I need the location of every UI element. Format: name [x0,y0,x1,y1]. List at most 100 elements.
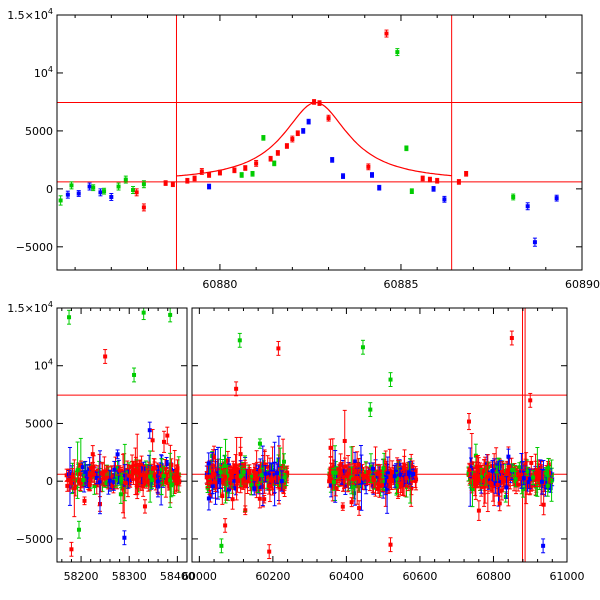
data-point [230,485,235,490]
blue-data-point [109,194,114,199]
x-tick-label: 60600 [402,570,437,583]
data-point [404,476,409,481]
data-point [373,469,378,474]
data-point [484,474,489,479]
data-point [386,479,391,484]
data-point [503,494,508,499]
data-point [388,475,393,480]
data-point [545,483,550,488]
data-point [211,471,216,476]
data-point [225,458,230,463]
data-point [241,470,246,475]
data-point [126,477,131,482]
data-point [370,466,375,471]
data-point [543,470,548,475]
data-point [517,465,522,470]
data-point [475,475,480,480]
y-tick-label: 1.5×104 [7,300,53,315]
data-point [157,473,162,478]
data-point [473,453,478,458]
data-point [407,470,412,475]
data-point [266,483,271,488]
data-point [163,467,168,472]
green-data-point [409,189,414,194]
y-tick-label-base: −5000 [16,533,53,546]
data-point [138,473,143,478]
data-point [158,469,163,474]
y-tick-label-base: 10 [34,360,48,373]
data-point [507,463,512,468]
data-point [244,472,249,477]
outlier-point [67,315,72,320]
blue-data-point [532,240,537,245]
green-data-point [91,185,96,190]
data-point [285,470,290,475]
data-point [218,477,223,482]
data-point [359,480,364,485]
outlier-point [234,386,239,391]
red-data-point [275,150,280,155]
data-point [394,476,399,481]
data-point [468,473,473,478]
top-axes-frame [56,14,583,271]
data-point [352,491,357,496]
blue-data-point [525,204,530,209]
data-point [343,484,348,489]
data-point [176,475,181,480]
data-point [262,497,267,502]
data-point [136,481,141,486]
data-point [331,470,336,475]
data-point [135,484,140,489]
red-data-point [290,137,295,142]
data-point [385,471,390,476]
data-point [252,486,257,491]
data-point [506,454,511,459]
data-point [512,468,517,473]
data-point [479,475,484,480]
data-point [372,477,377,482]
data-point [470,487,475,492]
data-point [413,473,418,478]
data-point [398,470,403,475]
data-point [519,472,524,477]
data-point [480,470,485,475]
data-point [280,474,285,479]
data-point [389,478,394,483]
data-point [238,474,243,479]
data-point [81,478,86,483]
data-point [164,472,169,477]
y-tick-label-exponent: 4 [48,300,53,309]
data-point [466,470,471,475]
data-point [110,483,115,488]
data-point [87,473,92,478]
data-point [495,465,500,470]
data-point [377,484,382,489]
data-point [122,473,127,478]
data-point [92,472,97,477]
green-data-point [123,177,128,182]
data-point [279,479,284,484]
y-tick-label: 104 [34,65,53,80]
data-point [234,475,239,480]
x-tick-label: 60880 [202,278,237,291]
data-point [486,478,491,483]
data-point [353,459,358,464]
data-point [174,467,179,472]
data-point [328,445,333,450]
blue-data-point [442,197,447,202]
data-point [149,480,154,485]
data-point [474,477,479,482]
green-data-point [395,50,400,55]
x-tick-label: 61000 [550,570,585,583]
green-data-point [69,183,74,188]
data-point [531,475,536,480]
y-tick-label-base: 1.5×10 [7,302,48,315]
data-point [152,472,157,477]
bottom-plot-area [57,308,187,557]
red-data-point [192,176,197,181]
red-data-point [217,170,222,175]
data-point [262,462,267,467]
data-point [75,468,80,473]
outlier-point [69,547,74,552]
model-curve [176,101,452,177]
